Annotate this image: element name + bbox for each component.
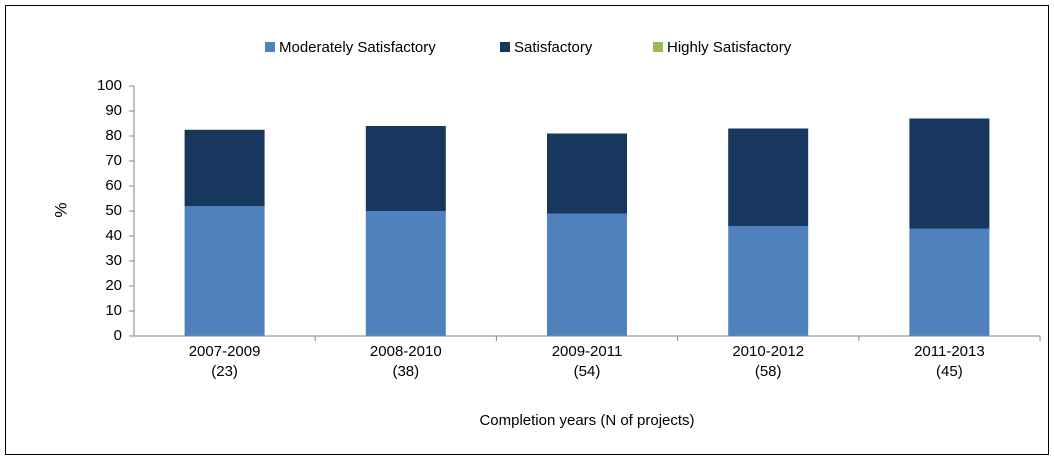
bar-segment <box>909 228 990 336</box>
x-tick-label: 2010-2012 <box>732 343 804 360</box>
bar-segment <box>184 206 265 336</box>
y-axis-label: % <box>51 202 70 217</box>
legend-label: Highly Satisfactory <box>667 39 792 56</box>
bar-segment <box>365 211 446 336</box>
x-tick-label: 2009-2011 <box>552 343 623 360</box>
y-tick-label: 0 <box>114 327 122 344</box>
legend-label: Satisfactory <box>514 39 593 56</box>
y-tick-label: 100 <box>97 77 122 94</box>
bar-segment <box>184 129 265 206</box>
y-tick-label: 80 <box>105 127 122 144</box>
x-tick-label: (45) <box>936 363 963 380</box>
legend-label: Moderately Satisfactory <box>279 39 436 56</box>
x-tick-label: (38) <box>392 363 419 380</box>
y-tick-label: 20 <box>105 277 122 294</box>
legend-swatch <box>653 42 663 52</box>
bar-segment <box>728 128 809 226</box>
x-tick-label: 2008-2010 <box>370 343 442 360</box>
chart-frame <box>5 5 1049 455</box>
bar-segment <box>547 213 627 336</box>
legend-swatch <box>265 42 275 52</box>
y-tick-label: 30 <box>105 252 122 269</box>
bar-segment <box>365 126 446 211</box>
y-tick-label: 70 <box>105 152 122 169</box>
y-tick-label: 90 <box>105 102 122 119</box>
x-tick-label: 2011-2013 <box>914 343 985 360</box>
bar-segment <box>547 133 627 214</box>
y-tick-label: 10 <box>105 302 122 319</box>
x-tick-label: (54) <box>574 363 601 380</box>
bar-segment <box>909 118 990 229</box>
x-tick-label: 2007-2009 <box>189 343 261 360</box>
y-tick-label: 40 <box>105 227 122 244</box>
y-tick-label: 60 <box>105 177 122 194</box>
x-axis-label: Completion years (N of projects) <box>479 412 694 429</box>
x-tick-label: (58) <box>755 363 782 380</box>
x-tick-label: (23) <box>211 363 238 380</box>
bar-segment <box>728 226 809 336</box>
legend-swatch <box>500 42 510 52</box>
y-tick-label: 50 <box>105 202 122 219</box>
